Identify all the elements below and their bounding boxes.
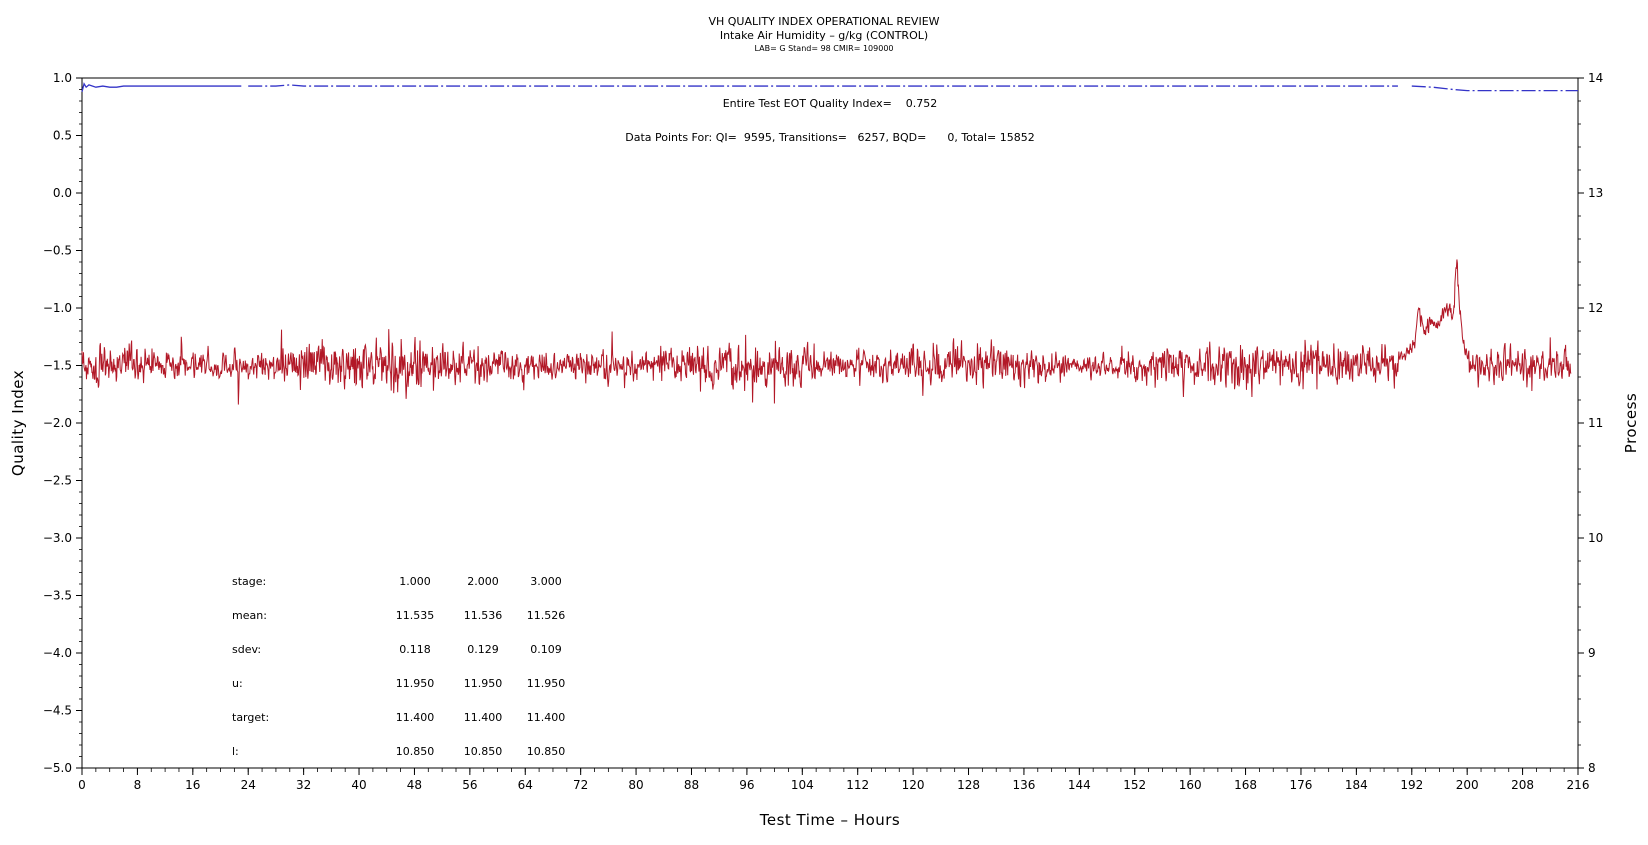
stats-cell: 11.400 bbox=[464, 711, 503, 724]
stats-row-label: l: bbox=[232, 745, 239, 758]
x-tick-label: 0 bbox=[78, 778, 86, 792]
x-tick-label: 160 bbox=[1179, 778, 1202, 792]
y-tick-label: −4.5 bbox=[43, 704, 72, 718]
y-tick-label: −5.0 bbox=[43, 761, 72, 775]
y-tick-label: 1.0 bbox=[53, 71, 72, 85]
qi-line-segment bbox=[248, 84, 1398, 87]
x-tick-label: 136 bbox=[1012, 778, 1035, 792]
y-tick-label: −3.0 bbox=[43, 531, 72, 545]
qi-line-segment bbox=[1411, 85, 1578, 92]
y-tick-label: −0.5 bbox=[43, 244, 72, 258]
qi-line-segment bbox=[81, 82, 242, 92]
x-tick-label: 168 bbox=[1234, 778, 1257, 792]
y-axis-left: 1.0 0.5 0.0 −0.5 −1.0 −1.5 −2.0 −2.5 −3.0 −3.5 −4.… bbox=[43, 71, 82, 775]
stats-cell: 0.118 bbox=[399, 643, 431, 656]
stats-row-label: sdev: bbox=[232, 643, 261, 656]
stats-cell: 10.850 bbox=[527, 745, 566, 758]
x-tick-label: 96 bbox=[739, 778, 754, 792]
x-tick-label: 112 bbox=[846, 778, 869, 792]
x-tick-label: 40 bbox=[351, 778, 366, 792]
stats-cell: 10.850 bbox=[396, 745, 435, 758]
x-axis: 0 8 16 24 32 40 48 56 64 72 80 88 96 104 112 120 128 136 1… bbox=[78, 768, 1589, 792]
process-line bbox=[81, 259, 1572, 405]
y2-tick-label: 11 bbox=[1588, 416, 1603, 430]
x-tick-label: 200 bbox=[1456, 778, 1479, 792]
y-axis-right: 14 13 12 11 10 9 8 bbox=[1578, 71, 1603, 775]
x-tick-label: 48 bbox=[407, 778, 422, 792]
series-1 bbox=[81, 259, 1572, 405]
y2-axis-label: Process bbox=[1622, 393, 1640, 453]
series-0 bbox=[81, 82, 1578, 92]
x-tick-label: 80 bbox=[628, 778, 643, 792]
y2-tick-label: 14 bbox=[1588, 71, 1603, 85]
x-tick-label: 104 bbox=[791, 778, 814, 792]
plot-area bbox=[81, 77, 1579, 769]
y2-tick-label: 8 bbox=[1588, 761, 1596, 775]
stats-row-label: mean: bbox=[232, 609, 267, 622]
x-tick-label: 8 bbox=[134, 778, 142, 792]
y2-tick-label: 13 bbox=[1588, 186, 1603, 200]
x-tick-label: 24 bbox=[241, 778, 256, 792]
stats-cell: 3.000 bbox=[530, 575, 562, 588]
y-tick-label: −2.5 bbox=[43, 474, 72, 488]
y-tick-label: 0.0 bbox=[53, 186, 72, 200]
plot-frame bbox=[81, 77, 1579, 769]
stats-row-label: target: bbox=[232, 711, 269, 724]
x-tick-label: 128 bbox=[957, 778, 980, 792]
stats-cell: 1.000 bbox=[399, 575, 431, 588]
stats-cell: 2.000 bbox=[467, 575, 499, 588]
stats-cell: 11.950 bbox=[464, 677, 503, 690]
y-tick-label: −3.5 bbox=[43, 589, 72, 603]
x-tick-label: 176 bbox=[1290, 778, 1313, 792]
stats-cell: 11.400 bbox=[527, 711, 566, 724]
x-tick-label: 208 bbox=[1511, 778, 1534, 792]
stats-cell: 0.109 bbox=[530, 643, 562, 656]
y2-tick-label: 9 bbox=[1588, 646, 1596, 660]
stats-cell: 11.400 bbox=[396, 711, 435, 724]
x-tick-label: 216 bbox=[1567, 778, 1590, 792]
x-tick-label: 192 bbox=[1400, 778, 1423, 792]
y2-tick-label: 12 bbox=[1588, 301, 1603, 315]
stats-table: stage: 1.000 2.000 3.000 mean: 11.535 11.536 11… bbox=[232, 575, 565, 758]
stats-cell: 10.850 bbox=[464, 745, 503, 758]
y2-tick-label: 10 bbox=[1588, 531, 1603, 545]
chart-subtitle-lab: LAB= G Stand= 98 CMIR= 109000 bbox=[754, 44, 893, 53]
chart-title: VH QUALITY INDEX OPERATIONAL REVIEW bbox=[708, 15, 939, 28]
stats-cell: 11.526 bbox=[527, 609, 566, 622]
stats-cell: 0.129 bbox=[467, 643, 499, 656]
y-tick-label: −1.0 bbox=[43, 301, 72, 315]
y-axis-label: Quality Index bbox=[9, 370, 27, 476]
x-tick-label: 16 bbox=[185, 778, 200, 792]
series-layer bbox=[81, 82, 1578, 405]
stats-row-label: u: bbox=[232, 677, 243, 690]
stats-cell: 11.950 bbox=[527, 677, 566, 690]
x-tick-label: 88 bbox=[684, 778, 699, 792]
chart-subtitle: Intake Air Humidity – g/kg (CONTROL) bbox=[720, 29, 928, 42]
y-tick-label: −1.5 bbox=[43, 359, 72, 373]
x-tick-label: 120 bbox=[902, 778, 925, 792]
stats-cell: 11.535 bbox=[396, 609, 435, 622]
x-tick-label: 184 bbox=[1345, 778, 1368, 792]
data-points-annotation: Data Points For: QI= 9595, Transitions= … bbox=[625, 131, 1034, 144]
stats-cell: 11.950 bbox=[396, 677, 435, 690]
y-tick-label: −4.0 bbox=[43, 646, 72, 660]
stats-cell: 11.536 bbox=[464, 609, 503, 622]
x-tick-label: 32 bbox=[296, 778, 311, 792]
y-tick-label: −2.0 bbox=[43, 416, 72, 430]
x-tick-label: 72 bbox=[573, 778, 588, 792]
eot-quality-index-annotation: Entire Test EOT Quality Index= 0.752 bbox=[723, 97, 938, 110]
x-tick-label: 144 bbox=[1068, 778, 1091, 792]
x-tick-label: 152 bbox=[1123, 778, 1146, 792]
x-tick-label: 56 bbox=[462, 778, 477, 792]
x-axis-label: Test Time – Hours bbox=[759, 811, 901, 829]
x-tick-label: 64 bbox=[518, 778, 533, 792]
stats-row-label: stage: bbox=[232, 575, 266, 588]
y-tick-label: 0.5 bbox=[53, 129, 72, 143]
